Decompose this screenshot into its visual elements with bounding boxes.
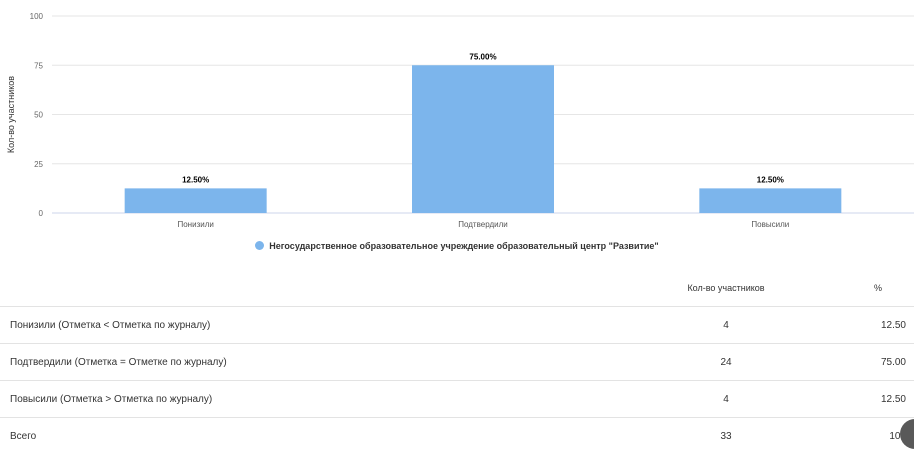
row-count: 4: [611, 307, 841, 344]
table-row: Подтвердили (Отметка = Отметке по журнал…: [0, 344, 914, 381]
bar-data-label: 12.50%: [757, 175, 784, 184]
bar: [412, 65, 554, 213]
row-label: Всего: [0, 418, 611, 454]
y-tick-label: 75: [34, 61, 43, 70]
y-tick-label: 50: [34, 111, 43, 120]
row-count: 4: [611, 381, 841, 418]
row-label: Понизили (Отметка < Отметка по журналу): [0, 307, 611, 344]
bar-data-label: 75.00%: [469, 52, 496, 61]
bar-data-label: 12.50%: [182, 175, 209, 184]
y-tick-label: 100: [30, 12, 44, 21]
bar: [125, 188, 267, 213]
legend-label: Негосударственное образовательное учрежд…: [269, 241, 658, 251]
header-percent: %: [841, 270, 914, 307]
header-count: Кол-во участников: [611, 270, 841, 307]
results-table: Кол-во участников % Понизили (Отметка < …: [0, 270, 914, 454]
y-tick-label: 25: [34, 160, 43, 169]
row-label: Повысили (Отметка > Отметка по журналу): [0, 381, 611, 418]
row-percent: 12.50: [841, 307, 914, 344]
table-row: Повысили (Отметка > Отметка по журналу) …: [0, 381, 914, 418]
table-row: Понизили (Отметка < Отметка по журналу) …: [0, 307, 914, 344]
legend-marker: [255, 241, 264, 250]
bar-chart: 0 25 50 75 100 Кол-во участников 12.50% Понизил…: [0, 0, 914, 240]
chart-legend[interactable]: Негосударственное образовательное учрежд…: [0, 241, 914, 251]
x-tick-label: Повысили: [751, 220, 789, 229]
table-row-total: Всего 33 100: [0, 418, 914, 454]
y-axis-title: Кол-во участников: [6, 76, 16, 153]
row-count: 33: [611, 418, 841, 454]
row-percent: 75.00: [841, 344, 914, 381]
bar: [699, 188, 841, 213]
table-header-row: Кол-во участников %: [0, 270, 914, 307]
row-label: Подтвердили (Отметка = Отметке по журнал…: [0, 344, 611, 381]
x-tick-label: Подтвердили: [458, 220, 508, 229]
row-count: 24: [611, 344, 841, 381]
x-tick-label: Понизили: [177, 220, 213, 229]
header-category: [0, 270, 611, 307]
y-tick-label: 0: [39, 209, 44, 218]
row-percent: 12.50: [841, 381, 914, 418]
